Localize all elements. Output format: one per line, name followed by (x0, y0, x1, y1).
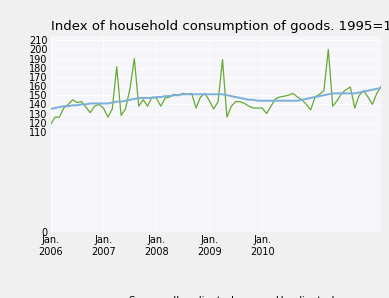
Legend: Seasonally adjusted, Unadjusted: Seasonally adjusted, Unadjusted (93, 291, 339, 298)
Text: Index of household consumption of goods. 1995=100: Index of household consumption of goods.… (51, 20, 389, 33)
